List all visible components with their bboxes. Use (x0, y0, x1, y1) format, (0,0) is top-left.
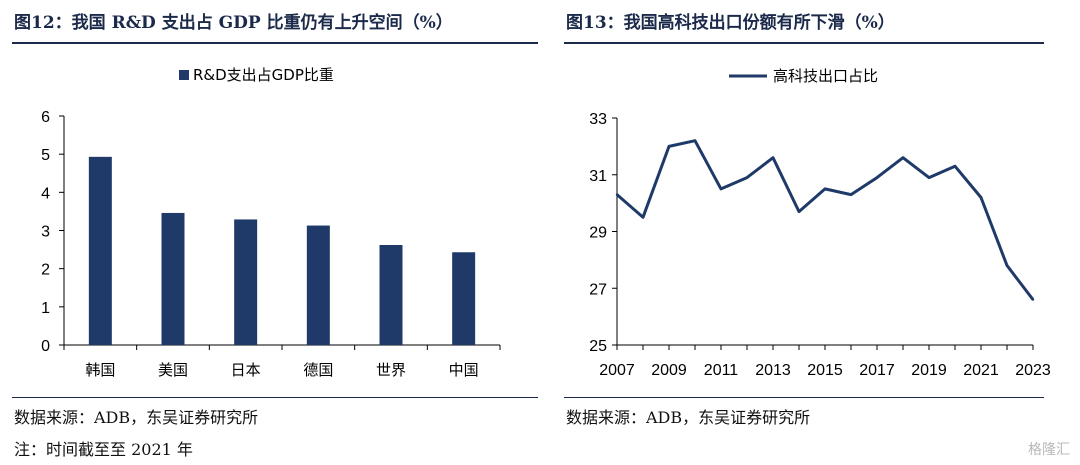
data-point (901, 156, 905, 159)
x-tick-label: 2015 (807, 362, 843, 379)
legend-label: R&D支出占GDP比重 (193, 66, 334, 84)
x-category-label: 美国 (158, 361, 188, 379)
line-chart: 高科技出口占比 25 27 29 31 33 2007 2009 2011 2013 2015 201… (589, 67, 1051, 379)
x-category-label: 韩国 (85, 361, 115, 379)
x-category-label: 日本 (231, 361, 261, 379)
bar (379, 245, 403, 345)
legend-swatch (179, 70, 189, 80)
bar-chart-bottom-rule (12, 397, 538, 398)
x-tick-label: 2017 (859, 362, 895, 379)
line-chart-panel: 图13：我国高科技出口份额有所下滑（%） 高科技出口占比 25 27 29 31 33 20… (560, 0, 1080, 465)
bar (88, 156, 112, 345)
data-point (849, 193, 853, 196)
bar-chart-panel: 图12：我国 R&D 支出占 GDP 比重仍有上升空间（%） R&D支出占GDP… (12, 13, 538, 459)
data-point (1031, 298, 1035, 301)
y-tick-label: 0 (41, 338, 50, 355)
y-tick-label: 5 (41, 147, 50, 164)
x-tick-label: 2009 (651, 362, 687, 379)
bar (452, 252, 476, 345)
y-tick-label: 31 (589, 168, 607, 185)
x-category-label: 世界 (376, 361, 406, 379)
x-category-label: 德国 (303, 361, 333, 379)
data-point (745, 176, 749, 179)
data-point (979, 196, 983, 199)
y-tick-label: 29 (589, 225, 607, 242)
bar-chart-source: 数据来源：ADB，东吴证券研究所 (14, 408, 259, 427)
x-tick-label: 2023 (1015, 362, 1051, 379)
data-point (615, 193, 619, 196)
y-tick-label: 4 (41, 185, 50, 202)
y-tick-label: 33 (589, 111, 607, 128)
bar (234, 219, 258, 345)
y-tick-label: 1 (41, 300, 50, 317)
x-tick-label: 2019 (911, 362, 947, 379)
x-tick-label: 2007 (599, 362, 635, 379)
data-point (797, 210, 801, 213)
data-point (1005, 264, 1009, 267)
bar-chart: R&D支出占GDP比重 0 1 2 3 4 5 6 韩国 美国 日本 德国 世界 中国 (41, 66, 501, 379)
bar (306, 225, 330, 345)
x-tick-label: 2021 (963, 362, 999, 379)
legend-label: 高科技出口占比 (773, 67, 878, 85)
data-point (953, 165, 957, 168)
line-chart-source: 数据来源：ADB，东吴证券研究所 (566, 408, 811, 427)
y-tick-label: 6 (41, 109, 50, 126)
series-line (616, 139, 1035, 301)
data-point (927, 176, 931, 179)
bar (161, 212, 185, 345)
line-chart-bottom-rule (564, 397, 1044, 398)
data-point (667, 145, 671, 148)
x-tick-label: 2011 (704, 362, 739, 379)
data-point (719, 187, 723, 191)
data-point (641, 216, 645, 219)
bar-chart-top-rule (12, 42, 538, 44)
data-point (875, 176, 879, 179)
watermark-logo: 格隆汇 (1028, 442, 1070, 458)
data-point (693, 139, 697, 142)
y-tick-label: 25 (589, 338, 607, 355)
y-tick-label: 27 (589, 281, 607, 298)
x-category-label: 中国 (449, 361, 479, 379)
line-chart-figure-title: 图13：我国高科技出口份额有所下滑（%） (566, 13, 895, 33)
y-tick-label: 2 (41, 262, 50, 279)
bar-chart-note: 注：时间截至至 2021 年 (14, 440, 193, 459)
line-chart-top-rule (564, 42, 1044, 44)
data-point (771, 156, 775, 159)
bar-chart-figure-title: 图12：我国 R&D 支出占 GDP 比重仍有上升空间（%） (14, 13, 453, 33)
data-point (823, 187, 827, 191)
y-tick-label: 3 (41, 224, 50, 241)
x-tick-label: 2013 (755, 362, 791, 379)
